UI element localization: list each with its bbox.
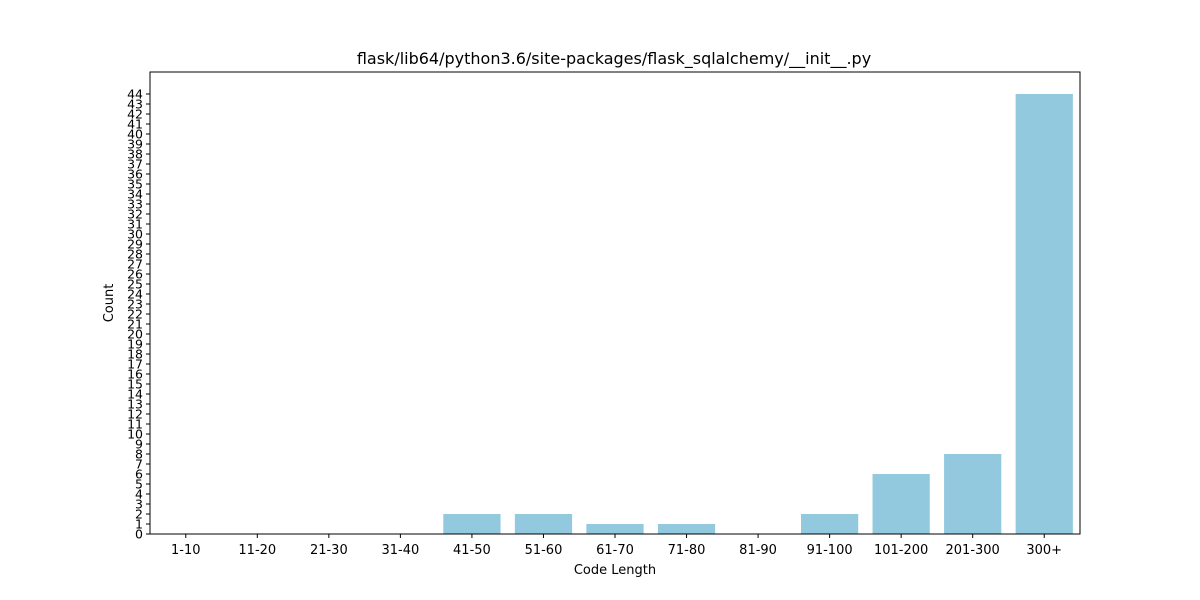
y-tick-label: 34: [127, 187, 143, 202]
y-tick-label: 12: [127, 407, 143, 422]
y-tick-label: 32: [127, 207, 143, 222]
y-tick-label: 29: [127, 237, 143, 252]
x-tick-label: 11-20: [238, 543, 276, 558]
x-axis-ticks: 1-10 11-20 21-30 31-40 41-50 51-60 61-70 71-80 8…: [171, 534, 1062, 558]
bar-71-80: [657, 524, 716, 534]
y-tick-label: 36: [127, 167, 143, 182]
x-tick-label: 31-40: [381, 543, 419, 558]
x-tick-label: 21-30: [310, 543, 348, 558]
bar-41-50: [443, 514, 501, 534]
y-tick-label: 21: [127, 317, 143, 332]
y-tick-label: 19: [127, 337, 143, 352]
y-tick-label: 26: [127, 267, 143, 282]
y-tick-label: 40: [127, 127, 143, 142]
bar-201-300: [944, 454, 1002, 534]
y-tick-label: 37: [127, 157, 143, 172]
y-tick-label: 1: [135, 517, 143, 532]
x-tick-label: 41-50: [453, 543, 491, 558]
y-tick-label: 25: [127, 277, 143, 292]
bar-300+: [1015, 94, 1073, 534]
y-tick-label: 39: [127, 137, 143, 152]
y-tick-label: 22: [127, 307, 143, 322]
y-tick-label: 4: [135, 487, 143, 502]
plot-area-frame: [149, 71, 1081, 535]
y-tick-label: 43: [127, 97, 143, 112]
x-tick-label: 71-80: [668, 543, 706, 558]
x-tick-label: 300+: [1026, 543, 1062, 558]
x-tick-label: 1-10: [171, 543, 201, 558]
y-tick-label: 14: [127, 387, 143, 402]
y-tick-label: 24: [127, 287, 143, 302]
y-tick-label: 44: [127, 87, 143, 102]
bar-61-70: [586, 524, 644, 534]
y-tick-label: 41: [127, 117, 143, 132]
x-tick-label: 81-90: [739, 543, 777, 558]
chart-title: flask/lib64/python3.6/site-packages/flas…: [357, 49, 871, 69]
y-tick-label: 8: [135, 447, 143, 462]
bar-101-200: [872, 474, 930, 534]
x-tick-label: 51-60: [525, 543, 563, 558]
y-tick-label: 9: [135, 437, 143, 452]
y-tick-label: 13: [127, 397, 143, 412]
y-tick-label: 3: [135, 497, 143, 512]
bar-51-60: [514, 514, 573, 534]
x-tick-label: 61-70: [596, 543, 634, 558]
y-tick-label: 6: [135, 467, 143, 482]
y-tick-label: 11: [127, 417, 143, 432]
y-tick-label: 10: [127, 427, 143, 442]
y-tick-label: 31: [127, 217, 143, 232]
x-tick-label: 201-300: [946, 543, 1000, 558]
y-axis-label: Count: [102, 284, 117, 323]
y-axis-ticks: 0123456789101112131415161718192021222324…: [127, 87, 150, 542]
y-tick-label: 23: [127, 297, 143, 312]
y-tick-label: 7: [135, 457, 143, 472]
y-tick-label: 28: [127, 247, 143, 262]
y-tick-label: 0: [135, 527, 143, 542]
y-tick-label: 16: [127, 367, 143, 382]
y-tick-label: 18: [127, 347, 143, 362]
y-tick-label: 2: [135, 507, 143, 522]
y-tick-label: 33: [127, 197, 143, 212]
y-tick-label: 20: [127, 327, 143, 342]
y-tick-label: 5: [135, 477, 143, 492]
y-tick-label: 42: [127, 107, 143, 122]
y-tick-label: 35: [127, 177, 143, 192]
y-tick-label: 38: [127, 147, 143, 162]
y-tick-label: 15: [127, 377, 143, 392]
bar-91-100: [801, 514, 859, 534]
x-tick-label: 101-200: [874, 543, 928, 558]
y-tick-label: 30: [127, 227, 143, 242]
y-tick-label: 17: [127, 357, 143, 372]
x-axis-label: Code Length: [574, 563, 656, 578]
y-tick-label: 27: [127, 257, 143, 272]
bars-group: [443, 94, 1073, 534]
x-tick-label: 91-100: [807, 543, 853, 558]
